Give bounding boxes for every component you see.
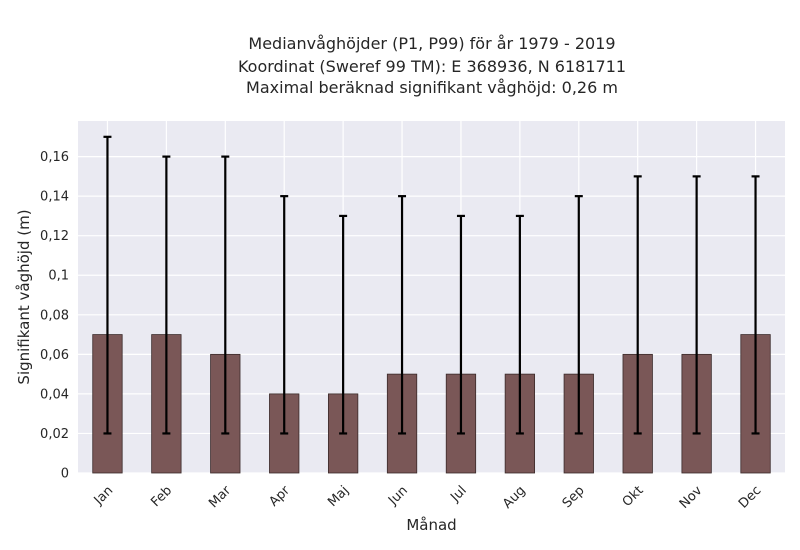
x-axis-label: Månad <box>406 516 456 534</box>
x-tick-label: Nov <box>677 483 706 512</box>
x-tick-label: Sep <box>560 483 588 511</box>
chart-title-line-2-text: Koordinat (Sweref 99 TM): E 368936, N 61… <box>237 57 627 76</box>
x-tick-label: Apr <box>267 483 294 510</box>
x-tick-label: Maj <box>325 483 352 510</box>
y-tick-label: 0,04 <box>40 387 69 402</box>
x-tick-label: Jun <box>385 483 411 509</box>
y-tick-label: 0,06 <box>40 348 69 363</box>
x-tick-label: Feb <box>148 483 175 510</box>
chart-title-line-3-text: Maximal beräknad signifikant våghöjd: 0,… <box>246 78 618 97</box>
plot-area <box>78 121 785 473</box>
x-tick-label: Jan <box>91 483 116 508</box>
chart-title-line-2: Koordinat (Sweref 99 TM): E 368936, N 61… <box>0 57 800 76</box>
y-tick-label: 0,02 <box>40 427 69 442</box>
error-bars <box>103 135 760 435</box>
x-tick-label: Dec <box>736 483 764 511</box>
x-tick-labels: Jan Feb Mar Apr Maj Jun Jul Aug Sep Okt Nov Dec <box>91 483 765 512</box>
chart-title-line-1: Medianvåghöjder (P1, P99) för år 1979 - … <box>0 34 800 53</box>
y-tick-label: 0,16 <box>40 150 69 165</box>
y-tick-label: 0,08 <box>40 308 69 323</box>
y-axis-label: Signifikant våghöjd (m) <box>15 209 33 384</box>
x-tick-label: Mar <box>206 483 234 511</box>
y-tick-label: 0,14 <box>40 190 69 205</box>
x-tick-label: Jul <box>447 483 469 505</box>
y-tick-label: 0 <box>61 467 69 482</box>
chart-title-line-3: Maximal beräknad signifikant våghöjd: 0,… <box>0 78 800 97</box>
y-tick-labels: 0 0,02 0,04 0,06 0,08 0,1 0,12 0,14 0,16 <box>40 150 69 481</box>
y-tick-label: 0,12 <box>40 229 69 244</box>
chart-title-line-1-text: Medianvåghöjder (P1, P99) för år 1979 - … <box>248 34 616 53</box>
x-tick-label: Aug <box>500 483 529 512</box>
y-tick-label: 0,1 <box>48 269 69 284</box>
x-tick-label: Okt <box>620 483 647 510</box>
